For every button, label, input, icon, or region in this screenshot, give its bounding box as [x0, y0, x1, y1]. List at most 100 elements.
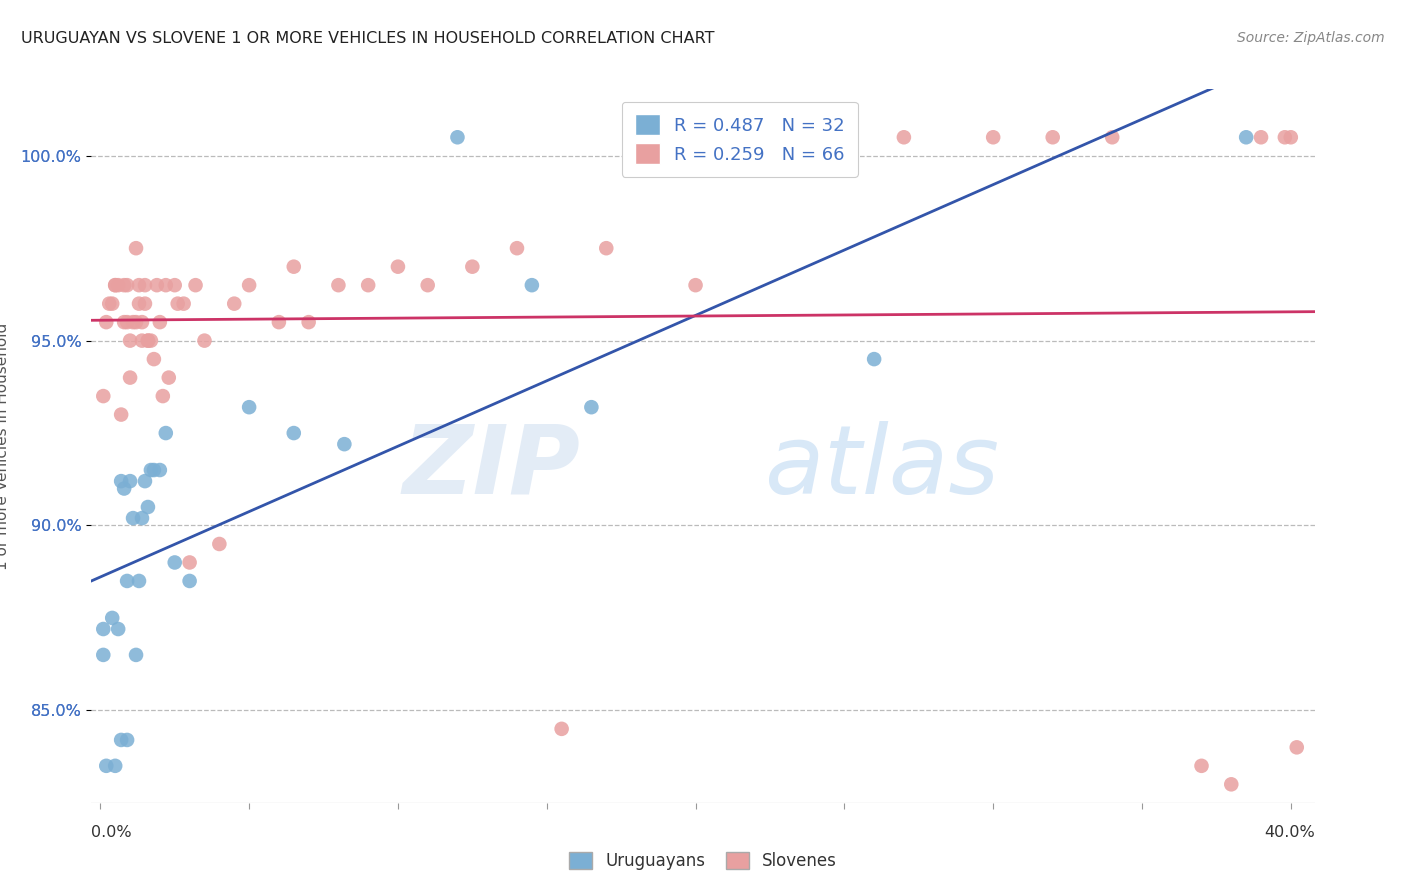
Point: [446, 130, 468, 145]
Point: [1279, 130, 1302, 145]
Point: [136, 500, 159, 514]
Point: [120, 334, 142, 348]
Point: [163, 278, 186, 293]
Point: [136, 334, 159, 348]
Point: [104, 278, 127, 293]
Text: ZIP: ZIP: [402, 421, 581, 514]
Point: [173, 296, 195, 310]
Point: [139, 463, 162, 477]
Point: [134, 474, 156, 488]
Point: [267, 315, 290, 329]
Point: [157, 370, 180, 384]
Point: [333, 437, 356, 451]
Point: [416, 278, 439, 293]
Point: [893, 130, 915, 145]
Point: [1234, 130, 1257, 145]
Point: [146, 278, 169, 293]
Point: [107, 278, 129, 293]
Point: [131, 511, 153, 525]
Point: [91, 648, 114, 662]
Point: [122, 315, 145, 329]
Point: [224, 296, 246, 310]
Point: [142, 352, 165, 367]
Point: [1274, 130, 1296, 145]
Point: [283, 425, 305, 440]
Legend: Uruguayans, Slovenes: Uruguayans, Slovenes: [562, 845, 844, 877]
Point: [238, 278, 260, 293]
Point: [298, 315, 321, 329]
Point: [238, 400, 260, 414]
Point: [131, 315, 153, 329]
Point: [550, 722, 572, 736]
Point: [112, 278, 135, 293]
Point: [128, 574, 150, 588]
Point: [110, 733, 132, 747]
Point: [1220, 777, 1243, 791]
Point: [863, 352, 886, 367]
Point: [283, 260, 305, 274]
Point: [120, 370, 142, 384]
Point: [328, 278, 350, 293]
Point: [115, 733, 138, 747]
Point: [134, 278, 156, 293]
Point: [506, 241, 529, 255]
Text: 40.0%: 40.0%: [1264, 825, 1315, 840]
Point: [104, 278, 127, 293]
Point: [115, 315, 138, 329]
Point: [134, 296, 156, 310]
Point: [149, 463, 172, 477]
Point: [112, 315, 135, 329]
Point: [128, 296, 150, 310]
Point: [1191, 759, 1213, 773]
Point: [193, 334, 215, 348]
Point: [104, 759, 127, 773]
Point: [1042, 130, 1064, 145]
Point: [112, 482, 135, 496]
Point: [125, 241, 148, 255]
Point: [789, 130, 811, 145]
Point: [91, 389, 114, 403]
Point: [122, 511, 145, 525]
Point: [208, 537, 231, 551]
Point: [142, 463, 165, 477]
Point: [155, 278, 177, 293]
Point: [120, 474, 142, 488]
Point: [581, 400, 603, 414]
Point: [461, 260, 484, 274]
Point: [149, 315, 172, 329]
Point: [685, 278, 707, 293]
Point: [136, 334, 159, 348]
Point: [163, 556, 186, 570]
Point: [155, 425, 177, 440]
Point: [1101, 130, 1123, 145]
Point: [110, 474, 132, 488]
Point: [96, 759, 118, 773]
Point: [139, 334, 162, 348]
Text: atlas: atlas: [765, 421, 1000, 514]
Point: [387, 260, 409, 274]
Point: [152, 389, 174, 403]
Point: [98, 296, 121, 310]
Point: [357, 278, 380, 293]
Point: [981, 130, 1004, 145]
Legend: R = 0.487   N = 32, R = 0.259   N = 66: R = 0.487 N = 32, R = 0.259 N = 66: [621, 102, 858, 177]
Point: [179, 556, 201, 570]
Point: [166, 296, 188, 310]
Point: [96, 315, 118, 329]
Point: [128, 278, 150, 293]
Point: [595, 241, 617, 255]
Point: [125, 315, 148, 329]
Point: [107, 622, 129, 636]
Point: [714, 130, 737, 145]
Point: [1250, 130, 1272, 145]
Point: [131, 334, 153, 348]
Point: [179, 574, 201, 588]
Y-axis label: 1 or more Vehicles in Household: 1 or more Vehicles in Household: [0, 322, 10, 570]
Point: [91, 622, 114, 636]
Text: 0.0%: 0.0%: [91, 825, 132, 840]
Point: [101, 296, 124, 310]
Point: [520, 278, 543, 293]
Text: URUGUAYAN VS SLOVENE 1 OR MORE VEHICLES IN HOUSEHOLD CORRELATION CHART: URUGUAYAN VS SLOVENE 1 OR MORE VEHICLES …: [21, 31, 714, 46]
Point: [101, 611, 124, 625]
Point: [184, 278, 207, 293]
